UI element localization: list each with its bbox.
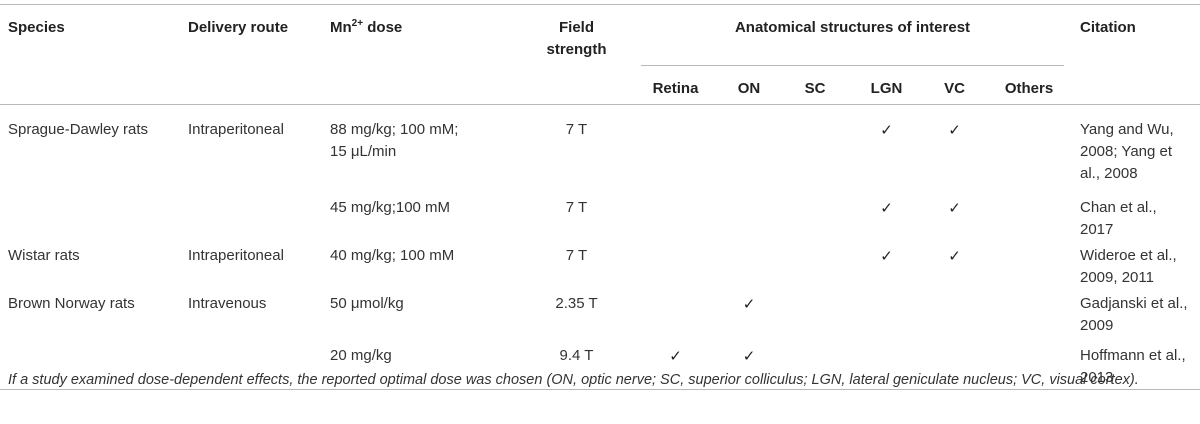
cell-field: 7 T xyxy=(565,199,588,216)
check-lgn: ✓ xyxy=(880,199,893,217)
cell-dose: 88 mg/kg; 100 mM; 15 μL/min xyxy=(330,121,459,160)
cell-citation: Hoffmann et al., 2013 xyxy=(1072,341,1200,390)
check-sc xyxy=(780,341,850,390)
check-lgn xyxy=(850,289,923,341)
cell-species xyxy=(0,191,180,241)
cell-species: Brown Norway rats xyxy=(8,295,135,312)
cell-route xyxy=(180,191,322,241)
table-row: 45 mg/kg;100 mM 7 T ✓ ✓ Chan et al., 201… xyxy=(0,191,1200,241)
cell-citation: Chan et al., 2017 xyxy=(1080,199,1157,238)
check-retina xyxy=(633,105,718,192)
check-on xyxy=(718,241,780,289)
check-vc xyxy=(923,289,986,341)
header-anatomical-structures: Anatomical structures of interest xyxy=(633,4,1072,66)
header-on: ON xyxy=(737,80,761,97)
check-sc xyxy=(780,289,850,341)
cell-field: 9.4 T xyxy=(520,341,633,390)
cell-route: Intraperitoneal xyxy=(188,121,284,138)
cell-species xyxy=(0,341,180,390)
cell-field: 7 T xyxy=(565,121,588,138)
cell-species: Wistar rats xyxy=(8,247,80,264)
cell-field: 7 T xyxy=(565,247,588,264)
cell-citation: Wideroe et al., 2009, 2011 xyxy=(1080,247,1177,286)
table-row: Wistar rats Intraperitoneal 40 mg/kg; 10… xyxy=(0,241,1200,289)
header-species: Species xyxy=(0,4,180,105)
header-others: Others xyxy=(1004,80,1054,97)
check-vc: ✓ xyxy=(948,247,961,265)
cell-citation: Gadjanski et al., 2009 xyxy=(1080,295,1188,334)
header-mn-dose: Mn2+ dose xyxy=(322,4,520,105)
check-retina: ✓ xyxy=(633,341,718,390)
header-citation: Citation xyxy=(1072,4,1200,105)
check-vc xyxy=(923,341,986,390)
check-retina xyxy=(633,289,718,341)
cell-field: 2.35 T xyxy=(555,295,598,312)
cell-species: Sprague-Dawley rats xyxy=(8,121,149,138)
cell-route xyxy=(180,341,322,390)
check-sc xyxy=(780,241,850,289)
cell-dose: 50 μmol/kg xyxy=(330,295,404,312)
cell-dose: 20 mg/kg xyxy=(322,341,520,390)
check-others xyxy=(986,105,1072,192)
header-lgn: LGN xyxy=(870,80,903,97)
data-table: Species Delivery route Mn2+ dose Field s… xyxy=(0,4,1200,390)
check-others xyxy=(986,241,1072,289)
check-retina xyxy=(633,241,718,289)
header-sc: SC xyxy=(804,80,826,97)
check-sc xyxy=(780,105,850,192)
cell-route: Intraperitoneal xyxy=(188,247,284,264)
table-row: Brown Norway rats Intravenous 50 μmol/kg… xyxy=(0,289,1200,341)
header-retina: Retina xyxy=(652,80,699,97)
check-sc xyxy=(780,191,850,241)
check-on: ✓ xyxy=(718,341,780,390)
header-delivery-route: Delivery route xyxy=(180,4,322,105)
check-on xyxy=(718,191,780,241)
cell-route: Intravenous xyxy=(188,295,267,312)
table-footnote: If a study examined dose-dependent effec… xyxy=(8,372,1139,388)
check-on xyxy=(718,105,780,192)
check-others xyxy=(986,191,1072,241)
check-vc: ✓ xyxy=(948,199,961,217)
cell-dose: 45 mg/kg;100 mM xyxy=(330,199,451,216)
check-vc: ✓ xyxy=(948,121,961,139)
cell-dose: 40 mg/kg; 100 mM xyxy=(330,247,455,264)
check-retina xyxy=(633,191,718,241)
check-on: ✓ xyxy=(742,295,756,313)
cell-citation: Yang and Wu, 2008; Yang et al., 2008 xyxy=(1080,121,1174,182)
table-row: 20 mg/kg 9.4 T ✓ ✓ Hoffmann et al., 2013 xyxy=(0,341,1200,390)
check-others xyxy=(986,341,1072,390)
table-row: Sprague-Dawley rats Intraperitoneal 88 m… xyxy=(0,104,1200,192)
header-field-strength: Field strength xyxy=(520,4,633,105)
header-vc: VC xyxy=(944,80,965,97)
check-lgn: ✓ xyxy=(880,121,893,139)
check-lgn xyxy=(850,341,923,390)
check-lgn: ✓ xyxy=(880,247,893,265)
check-others xyxy=(986,289,1072,341)
